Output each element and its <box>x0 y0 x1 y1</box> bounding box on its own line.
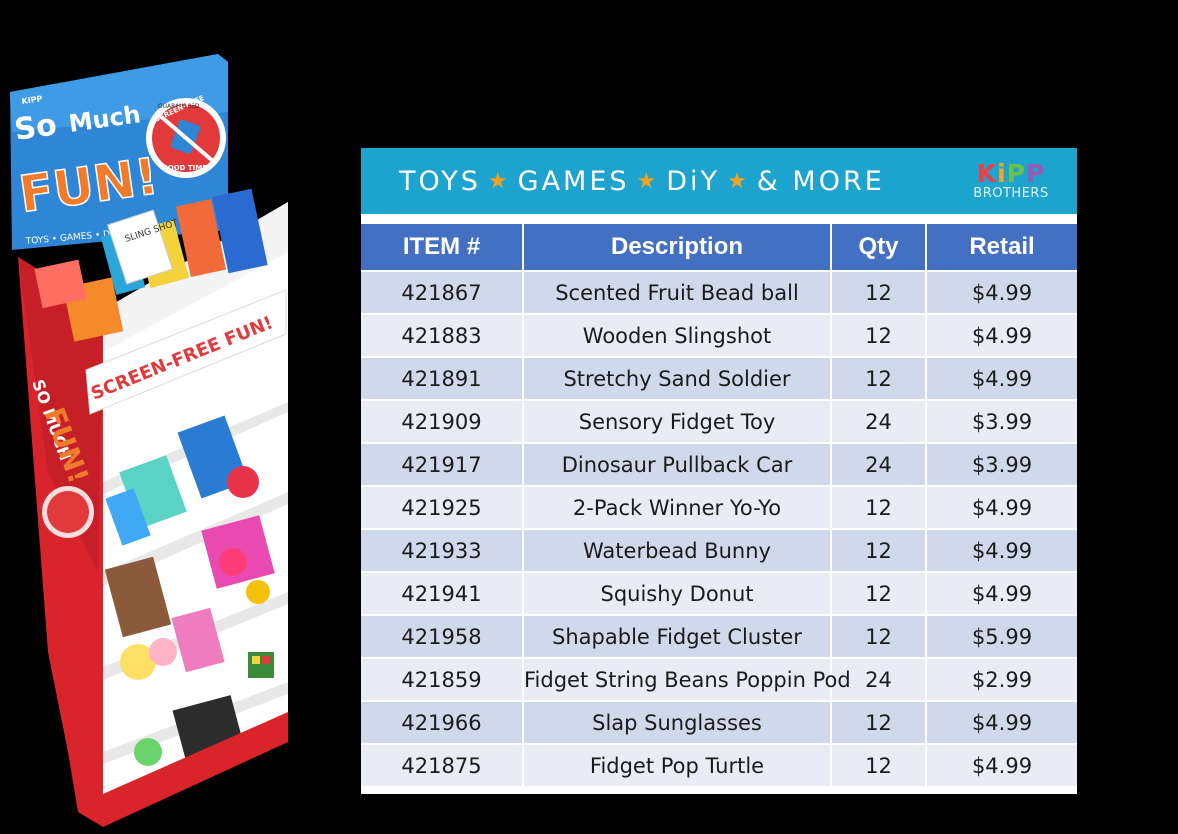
quantity-cell: 12 <box>831 528 927 572</box>
item-number-cell: 421917 <box>361 442 524 486</box>
description-cell: Wooden Slingshot <box>523 313 832 357</box>
item-number-cell: 421941 <box>361 571 524 615</box>
logo-subtitle: BROTHERS <box>973 186 1049 201</box>
tagline-word: GAMES <box>517 165 630 197</box>
item-number-cell: 421883 <box>361 313 524 357</box>
sign-word-so: So <box>12 107 59 148</box>
item-number-cell: 421958 <box>361 614 524 658</box>
retail-price-cell: $4.99 <box>926 571 1077 615</box>
table-row: 421925 2-Pack Winner Yo-Yo 12 $4.99 <box>361 485 1077 529</box>
star-icon: ★ <box>487 168 511 194</box>
badge-top-text: GUARANTEED <box>158 103 200 110</box>
description-cell: Squishy Donut <box>523 571 832 615</box>
table-row: 421966 Slap Sunglasses 12 $4.99 <box>361 700 1077 744</box>
sign-prefix: KIPP <box>21 94 43 106</box>
retail-price-cell: $4.99 <box>926 356 1077 400</box>
retail-price-cell: $2.99 <box>926 657 1077 701</box>
badge-bottom-text: GOOD TIME <box>162 164 207 172</box>
logo-name: KiPP <box>965 161 1057 186</box>
retail-price-cell: $4.99 <box>926 313 1077 357</box>
item-number-cell: 421859 <box>361 657 524 701</box>
column-header-qty: Qty <box>831 224 927 271</box>
table-row: 421883 Wooden Slingshot 12 $4.99 <box>361 313 1077 357</box>
retail-price-cell: $3.99 <box>926 399 1077 443</box>
description-cell: Fidget String Beans Poppin Pod <box>523 657 851 701</box>
description-cell: Sensory Fidget Toy <box>523 399 832 443</box>
column-header-retail: Retail <box>926 224 1077 271</box>
item-number-cell: 421891 <box>361 356 524 400</box>
retail-price-cell: $4.99 <box>926 528 1077 572</box>
tagline-word: TOYS <box>399 165 481 197</box>
quantity-cell: 12 <box>831 571 927 615</box>
star-icon: ★ <box>636 168 660 194</box>
product-table: ITEM # Description Qty Retail 421867 Scen… <box>361 224 1077 786</box>
description-cell: 2-Pack Winner Yo-Yo <box>523 485 832 529</box>
description-cell: Slap Sunglasses <box>523 700 832 744</box>
item-number-cell: 421925 <box>361 485 524 529</box>
brand-banner: TOYS ★ GAMES ★ DiY ★ & MORE KiPP BROTHER… <box>361 148 1077 214</box>
description-cell: Shapable Fidget Cluster <box>523 614 832 658</box>
table-header-row: ITEM # Description Qty Retail <box>361 224 1077 271</box>
display-rack-illustration: So Much FUN! KIPP TOYS • GAMES • DIY GUA… <box>10 54 288 827</box>
quantity-cell: 12 <box>831 313 927 357</box>
item-number-cell: 421966 <box>361 700 524 744</box>
retail-price-cell: $5.99 <box>926 614 1077 658</box>
retail-price-cell: $4.99 <box>926 743 1077 786</box>
tagline-word: DiY <box>666 165 721 197</box>
quantity-cell: 24 <box>831 442 927 486</box>
quantity-cell: 12 <box>831 700 927 744</box>
tagline: TOYS ★ GAMES ★ DiY ★ & MORE <box>399 166 885 197</box>
sign-word-fun: FUN! <box>16 147 162 224</box>
table-row: 421917 Dinosaur Pullback Car 24 $3.99 <box>361 442 1077 486</box>
shelf-banner <box>85 289 287 415</box>
product-list-panel: TOYS ★ GAMES ★ DiY ★ & MORE KiPP BROTHER… <box>361 148 1077 794</box>
quantity-cell: 12 <box>831 485 927 529</box>
description-cell: Fidget Pop Turtle <box>523 743 832 786</box>
retail-price-cell: $3.99 <box>926 442 1077 486</box>
item-number-cell: 421933 <box>361 528 524 572</box>
description-cell: Waterbead Bunny <box>523 528 832 572</box>
kipp-brothers-logo: KiPP BROTHERS <box>965 161 1057 200</box>
quantity-cell: 24 <box>831 399 927 443</box>
column-header-item: ITEM # <box>361 224 524 271</box>
retail-price-cell: $4.99 <box>926 270 1077 314</box>
table-row: 421933 Waterbead Bunny 12 $4.99 <box>361 528 1077 572</box>
table-row: 421875 Fidget Pop Turtle 12 $4.99 <box>361 743 1077 786</box>
description-cell: Stretchy Sand Soldier <box>523 356 832 400</box>
retail-price-cell: $4.99 <box>926 485 1077 529</box>
table-row: 421958 Shapable Fidget Cluster 12 $5.99 <box>361 614 1077 658</box>
retail-price-cell: $4.99 <box>926 700 1077 744</box>
table-body: 421867 Scented Fruit Bead ball 12 $4.99 4218… <box>361 270 1077 786</box>
star-icon: ★ <box>727 168 750 194</box>
product-display-rack: So Much FUN! KIPP TOYS • GAMES • DIY GUA… <box>8 52 293 827</box>
logo-letter: P <box>1006 159 1026 188</box>
tagline-word: & MORE <box>756 165 885 197</box>
quantity-cell: 12 <box>831 356 927 400</box>
quantity-cell: 24 <box>831 657 927 701</box>
column-header-description: Description <box>523 224 832 271</box>
logo-letter: i <box>997 159 1007 188</box>
table-row: 421891 Stretchy Sand Soldier 12 $4.99 <box>361 356 1077 400</box>
logo-letter: K <box>976 159 998 188</box>
table-row: 421867 Scented Fruit Bead ball 12 $4.99 <box>361 270 1077 314</box>
quantity-cell: 12 <box>831 614 927 658</box>
quantity-cell: 12 <box>831 743 927 786</box>
description-cell: Scented Fruit Bead ball <box>523 270 832 314</box>
item-number-cell: 421875 <box>361 743 524 786</box>
logo-letter: P <box>1025 159 1046 188</box>
table-row: 421909 Sensory Fidget Toy 24 $3.99 <box>361 399 1077 443</box>
table-row: 421859 Fidget String Beans Poppin Pod 24 $2… <box>361 657 1077 701</box>
quantity-cell: 12 <box>831 270 927 314</box>
description-cell: Dinosaur Pullback Car <box>523 442 832 486</box>
table-row: 421941 Squishy Donut 12 $4.99 <box>361 571 1077 615</box>
item-number-cell: 421867 <box>361 270 524 314</box>
item-number-cell: 421909 <box>361 399 524 443</box>
